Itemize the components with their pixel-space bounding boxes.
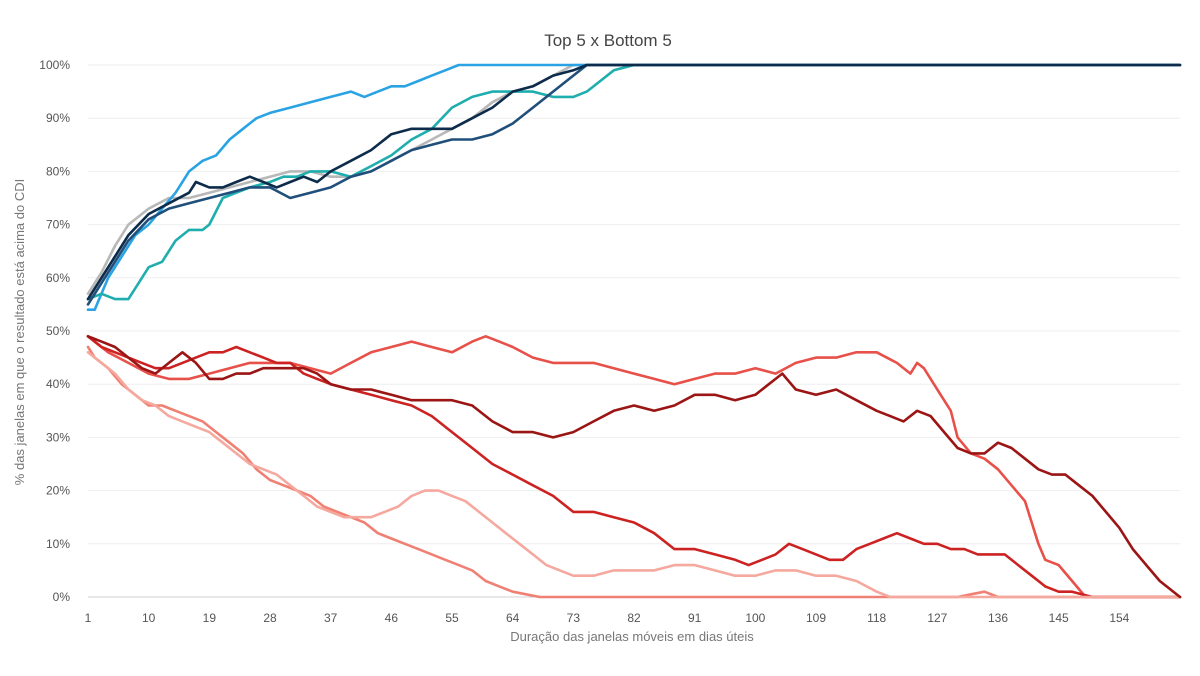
x-tick-label: 154	[1109, 611, 1129, 625]
y-tick-label: 100%	[39, 58, 70, 72]
x-tick-label: 19	[203, 611, 217, 625]
y-tick-label: 60%	[46, 271, 70, 285]
x-tick-label: 145	[1049, 611, 1069, 625]
y-tick-label: 70%	[46, 218, 70, 232]
x-tick-label: 118	[867, 611, 886, 625]
x-tick-label: 46	[385, 611, 399, 625]
x-tick-label: 136	[988, 611, 1008, 625]
y-tick-label: 90%	[46, 111, 70, 125]
y-tick-label: 0%	[53, 590, 71, 604]
y-tick-label: 50%	[46, 324, 70, 338]
x-tick-label: 64	[506, 611, 520, 625]
x-tick-label: 82	[627, 611, 641, 625]
x-tick-label: 37	[324, 611, 338, 625]
x-axis-ticks: 1 10 19 28 37 46 55 64 73 82 91 100 109 118 127 136 145 1…	[85, 611, 1130, 625]
gridlines	[88, 64, 1180, 598]
series-line-top-4	[86, 63, 1182, 306]
y-axis-label: % das janelas em que o resultado está ac…	[12, 179, 27, 485]
series-line-bottom-5	[86, 335, 1182, 599]
x-tick-label: 55	[445, 611, 459, 625]
series-line-bottom-3	[86, 335, 1182, 599]
x-axis-label: Duração das janelas móveis em dias úteis	[510, 629, 754, 644]
x-tick-label: 28	[263, 611, 277, 625]
series-line-bottom-2	[86, 345, 1182, 599]
x-tick-label: 73	[567, 611, 581, 625]
y-tick-label: 20%	[46, 484, 70, 498]
series-line-bottom-4	[86, 351, 1182, 599]
y-axis-ticks: 0% 10% 20% 30% 40% 50% 60% 70% 80% 90% 100%	[39, 58, 70, 604]
x-tick-label: 10	[142, 611, 156, 625]
y-tick-label: 30%	[46, 430, 70, 444]
x-tick-label: 100	[745, 611, 765, 625]
x-tick-label: 91	[688, 611, 702, 625]
x-tick-label: 1	[85, 611, 92, 625]
series-lines	[86, 63, 1182, 599]
x-tick-label: 127	[927, 611, 947, 625]
series-line-top-1	[86, 63, 1182, 296]
y-tick-label: 80%	[46, 164, 70, 178]
y-tick-label: 40%	[46, 377, 70, 391]
series-line-top-3	[86, 63, 1182, 301]
y-tick-label: 10%	[46, 537, 70, 551]
series-line-bottom-1	[86, 335, 1182, 599]
chart-title: Top 5 x Bottom 5	[544, 31, 672, 50]
series-line-top-5	[86, 63, 1182, 301]
x-tick-label: 109	[806, 611, 826, 625]
series-line-top-2	[86, 63, 1182, 311]
